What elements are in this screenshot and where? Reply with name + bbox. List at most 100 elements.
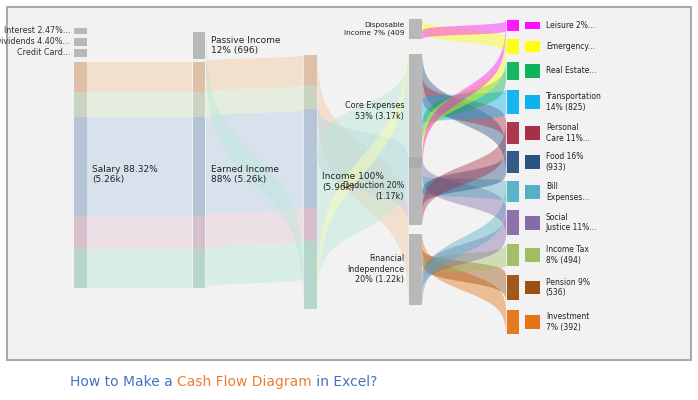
Bar: [304, 279, 317, 310]
Text: Salary 88.32%
(5.26k): Salary 88.32% (5.26k): [92, 165, 158, 184]
Polygon shape: [206, 208, 304, 249]
Bar: [507, 151, 519, 173]
Bar: [74, 28, 87, 34]
Bar: [507, 90, 519, 114]
Bar: [74, 249, 87, 288]
Bar: [507, 244, 519, 266]
Polygon shape: [206, 32, 304, 310]
Text: Personal
Care 11%...: Personal Care 11%...: [546, 123, 590, 142]
Polygon shape: [318, 106, 408, 225]
Bar: [525, 248, 540, 262]
FancyBboxPatch shape: [7, 7, 691, 360]
Polygon shape: [422, 248, 506, 300]
Bar: [409, 158, 422, 225]
Bar: [409, 19, 422, 39]
Bar: [507, 62, 519, 80]
Bar: [304, 55, 317, 85]
Bar: [193, 92, 205, 117]
Text: Passive Income
12% (696): Passive Income 12% (696): [211, 36, 281, 55]
Text: Core Expenses
53% (3.17k): Core Expenses 53% (3.17k): [345, 101, 404, 121]
Bar: [525, 41, 540, 52]
Polygon shape: [422, 19, 506, 54]
Polygon shape: [318, 54, 408, 292]
Polygon shape: [422, 39, 506, 158]
Polygon shape: [422, 122, 506, 225]
Text: Emergency...: Emergency...: [546, 42, 595, 51]
Bar: [74, 216, 87, 249]
Polygon shape: [318, 19, 408, 310]
Polygon shape: [87, 92, 192, 117]
Bar: [507, 181, 519, 202]
Polygon shape: [422, 20, 506, 39]
Bar: [525, 216, 540, 230]
Bar: [304, 208, 317, 240]
Bar: [193, 249, 205, 288]
Bar: [525, 315, 540, 329]
Bar: [525, 22, 540, 29]
Bar: [74, 38, 87, 46]
Polygon shape: [206, 54, 304, 92]
Bar: [193, 62, 205, 288]
Text: How to Make a: How to Make a: [70, 375, 177, 389]
Bar: [74, 92, 87, 117]
Bar: [507, 210, 519, 235]
Text: Pension 9%
(536): Pension 9% (536): [546, 278, 590, 297]
Text: Bill
Expenses...: Bill Expenses...: [546, 182, 589, 202]
Polygon shape: [422, 90, 506, 124]
Bar: [193, 117, 205, 216]
Bar: [525, 185, 540, 199]
Polygon shape: [422, 234, 506, 334]
Bar: [74, 62, 87, 92]
Bar: [304, 109, 317, 208]
Bar: [193, 62, 205, 92]
Bar: [507, 39, 519, 54]
Bar: [507, 310, 519, 334]
Polygon shape: [422, 210, 506, 292]
Text: Social
Justice 11%...: Social Justice 11%...: [546, 213, 597, 232]
Text: Income 100%
(5.96k): Income 100% (5.96k): [322, 172, 385, 192]
Polygon shape: [206, 85, 304, 117]
Text: Earned Income
88% (5.26k): Earned Income 88% (5.26k): [211, 165, 279, 184]
Text: Cash Flow Diagram: Cash Flow Diagram: [177, 375, 312, 389]
Text: Leisure 2%...: Leisure 2%...: [546, 21, 595, 30]
Bar: [507, 122, 519, 144]
Bar: [409, 234, 422, 305]
Text: Real Estate...: Real Estate...: [546, 66, 596, 76]
Text: Deduction 20%
(1.17k): Deduction 20% (1.17k): [343, 182, 404, 201]
Bar: [525, 281, 540, 294]
Bar: [304, 85, 317, 109]
Polygon shape: [422, 181, 506, 305]
Text: Food 16%
(933): Food 16% (933): [546, 152, 584, 172]
Bar: [304, 240, 317, 279]
Bar: [74, 117, 87, 216]
Polygon shape: [422, 54, 506, 173]
Polygon shape: [206, 109, 304, 216]
Polygon shape: [422, 62, 506, 143]
Text: Financial
Independence
20% (1.22k): Financial Independence 20% (1.22k): [347, 254, 404, 284]
Bar: [193, 32, 205, 59]
Bar: [525, 95, 540, 109]
Text: Interest 2.47%...: Interest 2.47%...: [4, 26, 70, 36]
Bar: [525, 64, 540, 78]
Bar: [74, 62, 87, 288]
Bar: [409, 54, 422, 168]
Bar: [507, 20, 519, 30]
Bar: [525, 126, 540, 140]
Polygon shape: [87, 216, 192, 249]
Polygon shape: [422, 158, 506, 235]
Text: Transportation
14% (825): Transportation 14% (825): [546, 92, 602, 112]
Bar: [74, 49, 87, 57]
Bar: [193, 216, 205, 249]
Polygon shape: [87, 117, 192, 216]
Polygon shape: [422, 76, 506, 144]
Polygon shape: [422, 151, 506, 208]
Polygon shape: [87, 249, 192, 288]
Polygon shape: [318, 55, 408, 305]
Text: Income Tax
8% (494): Income Tax 8% (494): [546, 245, 588, 264]
Polygon shape: [87, 62, 192, 92]
Bar: [507, 275, 519, 300]
Polygon shape: [422, 176, 506, 202]
Bar: [304, 55, 317, 310]
Bar: [525, 155, 540, 169]
Text: Dividends 4.40%...: Dividends 4.40%...: [0, 37, 70, 46]
